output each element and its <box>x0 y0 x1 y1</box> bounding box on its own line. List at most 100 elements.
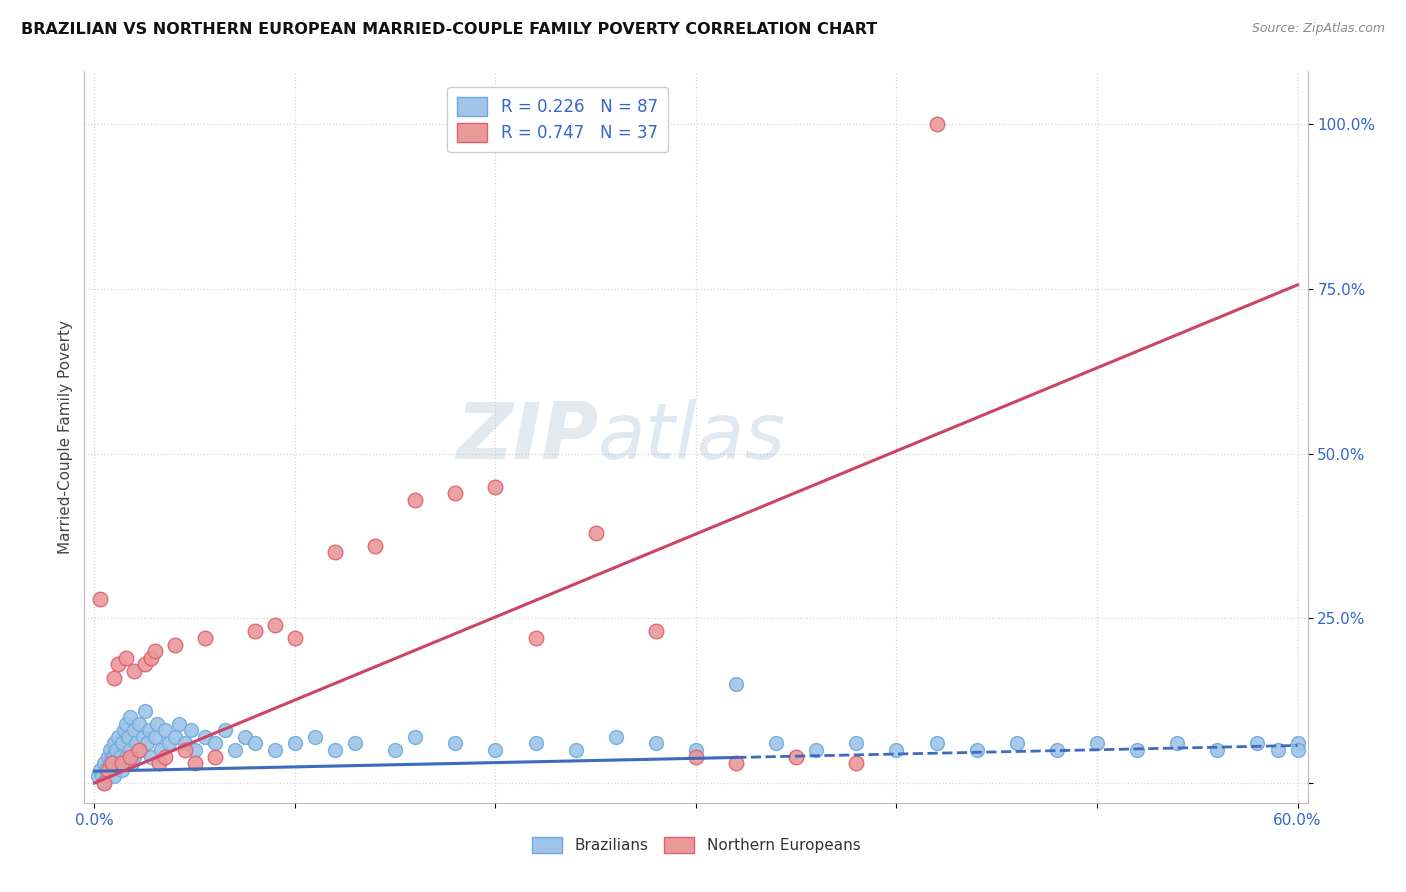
Point <box>173 737 195 751</box>
Point <box>97 749 120 764</box>
Point <box>845 737 868 751</box>
Point <box>243 624 266 639</box>
Point <box>1166 737 1188 751</box>
Point <box>139 650 162 665</box>
Point <box>97 763 120 777</box>
Point <box>384 743 406 757</box>
Point <box>685 749 707 764</box>
Point <box>644 624 666 639</box>
Point <box>124 749 146 764</box>
Point <box>114 723 136 738</box>
Point <box>194 730 217 744</box>
Point <box>1046 743 1069 757</box>
Point <box>96 763 118 777</box>
Point <box>1267 743 1289 757</box>
Point <box>404 730 426 744</box>
Point <box>153 749 176 764</box>
Point <box>214 723 236 738</box>
Point <box>103 749 125 764</box>
Point <box>233 730 256 744</box>
Point <box>103 737 125 751</box>
Point <box>263 743 285 757</box>
Point <box>138 723 160 738</box>
Point <box>115 716 138 731</box>
Point <box>685 743 707 757</box>
Point <box>263 618 285 632</box>
Point <box>153 723 176 738</box>
Point <box>725 677 748 691</box>
Point <box>644 737 666 751</box>
Point <box>845 756 868 771</box>
Point <box>725 756 748 771</box>
Point <box>125 737 148 751</box>
Point <box>404 492 426 507</box>
Point <box>444 737 467 751</box>
Point <box>103 769 125 783</box>
Point <box>110 749 132 764</box>
Point <box>323 545 346 559</box>
Point <box>131 730 153 744</box>
Text: ZIP: ZIP <box>456 399 598 475</box>
Text: atlas: atlas <box>598 399 786 475</box>
Point <box>120 743 142 757</box>
Point <box>124 664 146 678</box>
Point <box>101 763 124 777</box>
Point <box>444 486 467 500</box>
Point <box>145 716 167 731</box>
Point <box>157 737 180 751</box>
Point <box>115 650 138 665</box>
Point <box>101 749 124 764</box>
Point <box>163 730 186 744</box>
Point <box>120 710 142 724</box>
Point <box>111 737 134 751</box>
Point <box>284 737 307 751</box>
Point <box>806 743 828 757</box>
Point <box>204 749 226 764</box>
Point <box>93 776 115 790</box>
Point <box>105 743 128 757</box>
Point <box>128 743 150 757</box>
Point <box>107 657 129 672</box>
Point <box>484 479 506 493</box>
Point <box>304 730 326 744</box>
Point <box>524 737 547 751</box>
Point <box>180 723 202 738</box>
Point <box>87 769 110 783</box>
Point <box>173 743 195 757</box>
Legend: Brazilians, Northern Europeans: Brazilians, Northern Europeans <box>524 830 868 861</box>
Point <box>1206 743 1229 757</box>
Point <box>886 743 908 757</box>
Point <box>101 756 124 771</box>
Point <box>103 671 125 685</box>
Point <box>120 749 142 764</box>
Point <box>605 730 627 744</box>
Point <box>1126 743 1149 757</box>
Point <box>100 756 122 771</box>
Point <box>1005 737 1028 751</box>
Point <box>1085 737 1108 751</box>
Y-axis label: Married-Couple Family Poverty: Married-Couple Family Poverty <box>58 320 73 554</box>
Point <box>1286 737 1309 751</box>
Point <box>117 730 139 744</box>
Point <box>89 763 111 777</box>
Point <box>194 631 217 645</box>
Point <box>323 743 346 757</box>
Point <box>103 763 125 777</box>
Point <box>765 737 787 751</box>
Text: Source: ZipAtlas.com: Source: ZipAtlas.com <box>1251 22 1385 36</box>
Point <box>139 749 162 764</box>
Point <box>93 776 115 790</box>
Point <box>135 737 157 751</box>
Point <box>111 756 134 771</box>
Point <box>243 737 266 751</box>
Point <box>1246 737 1268 751</box>
Point <box>134 657 156 672</box>
Point <box>167 716 190 731</box>
Point <box>89 591 111 606</box>
Point <box>107 756 129 771</box>
Point <box>183 756 205 771</box>
Point <box>925 117 948 131</box>
Point <box>204 737 226 751</box>
Point <box>111 763 134 777</box>
Point <box>128 716 150 731</box>
